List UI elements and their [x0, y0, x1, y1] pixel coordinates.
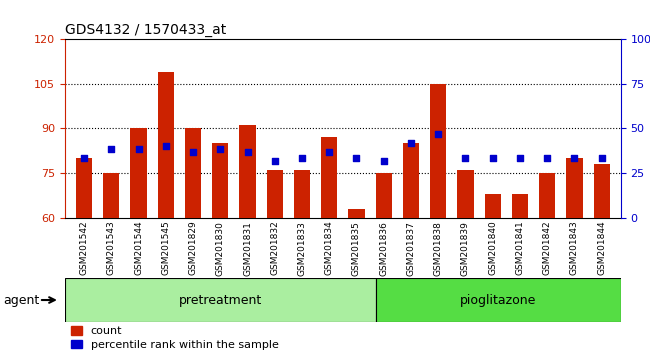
Bar — [212, 143, 228, 218]
Bar — [376, 173, 392, 218]
Point — [270, 158, 280, 164]
Bar — [321, 137, 337, 218]
Point — [597, 155, 607, 161]
Text: GSM201835: GSM201835 — [352, 221, 361, 276]
Text: GSM201542: GSM201542 — [79, 221, 88, 275]
Bar — [294, 170, 310, 218]
Text: GSM201843: GSM201843 — [570, 221, 579, 275]
Bar — [512, 194, 528, 218]
Point — [324, 149, 335, 155]
Point — [433, 131, 443, 137]
Point — [133, 146, 144, 152]
Bar — [239, 125, 255, 218]
Point — [188, 149, 198, 155]
Point — [297, 155, 307, 161]
Point — [406, 141, 416, 146]
Bar — [403, 143, 419, 218]
Point — [569, 155, 580, 161]
Text: GSM201840: GSM201840 — [488, 221, 497, 275]
Text: GSM201841: GSM201841 — [515, 221, 525, 275]
Bar — [157, 72, 174, 218]
Point — [378, 158, 389, 164]
Bar — [539, 173, 555, 218]
Point — [351, 155, 361, 161]
Point — [242, 149, 253, 155]
Bar — [185, 129, 202, 218]
Point — [79, 155, 89, 161]
Text: GSM201839: GSM201839 — [461, 221, 470, 276]
Bar — [266, 170, 283, 218]
Point — [515, 155, 525, 161]
Text: GSM201836: GSM201836 — [379, 221, 388, 276]
Text: GSM201833: GSM201833 — [298, 221, 307, 276]
Text: GSM201830: GSM201830 — [216, 221, 225, 276]
Bar — [430, 84, 447, 218]
Point — [106, 146, 116, 152]
Text: GSM201842: GSM201842 — [543, 221, 552, 275]
Bar — [76, 158, 92, 218]
Bar — [65, 278, 376, 322]
Text: GSM201834: GSM201834 — [325, 221, 333, 275]
Text: GSM201832: GSM201832 — [270, 221, 280, 275]
Text: GSM201544: GSM201544 — [134, 221, 143, 275]
Point — [488, 155, 498, 161]
Text: GSM201829: GSM201829 — [188, 221, 198, 275]
Text: GSM201543: GSM201543 — [107, 221, 116, 275]
Point — [161, 143, 171, 149]
Bar — [593, 164, 610, 218]
Point — [460, 155, 471, 161]
Point — [542, 155, 552, 161]
Bar — [566, 158, 582, 218]
Bar — [484, 194, 501, 218]
Bar — [131, 129, 147, 218]
Bar — [103, 173, 120, 218]
Text: pretreatment: pretreatment — [179, 293, 262, 307]
Bar — [376, 278, 621, 322]
Text: GSM201545: GSM201545 — [161, 221, 170, 275]
Text: GSM201844: GSM201844 — [597, 221, 606, 275]
Bar — [458, 170, 474, 218]
Text: agent: agent — [3, 293, 40, 307]
Text: pioglitazone: pioglitazone — [460, 293, 536, 307]
Text: GSM201831: GSM201831 — [243, 221, 252, 276]
Legend: count, percentile rank within the sample: count, percentile rank within the sample — [71, 326, 278, 350]
Point — [215, 146, 226, 152]
Bar — [348, 209, 365, 218]
Text: GDS4132 / 1570433_at: GDS4132 / 1570433_at — [65, 23, 226, 37]
Text: GSM201838: GSM201838 — [434, 221, 443, 276]
Text: GSM201837: GSM201837 — [406, 221, 415, 276]
